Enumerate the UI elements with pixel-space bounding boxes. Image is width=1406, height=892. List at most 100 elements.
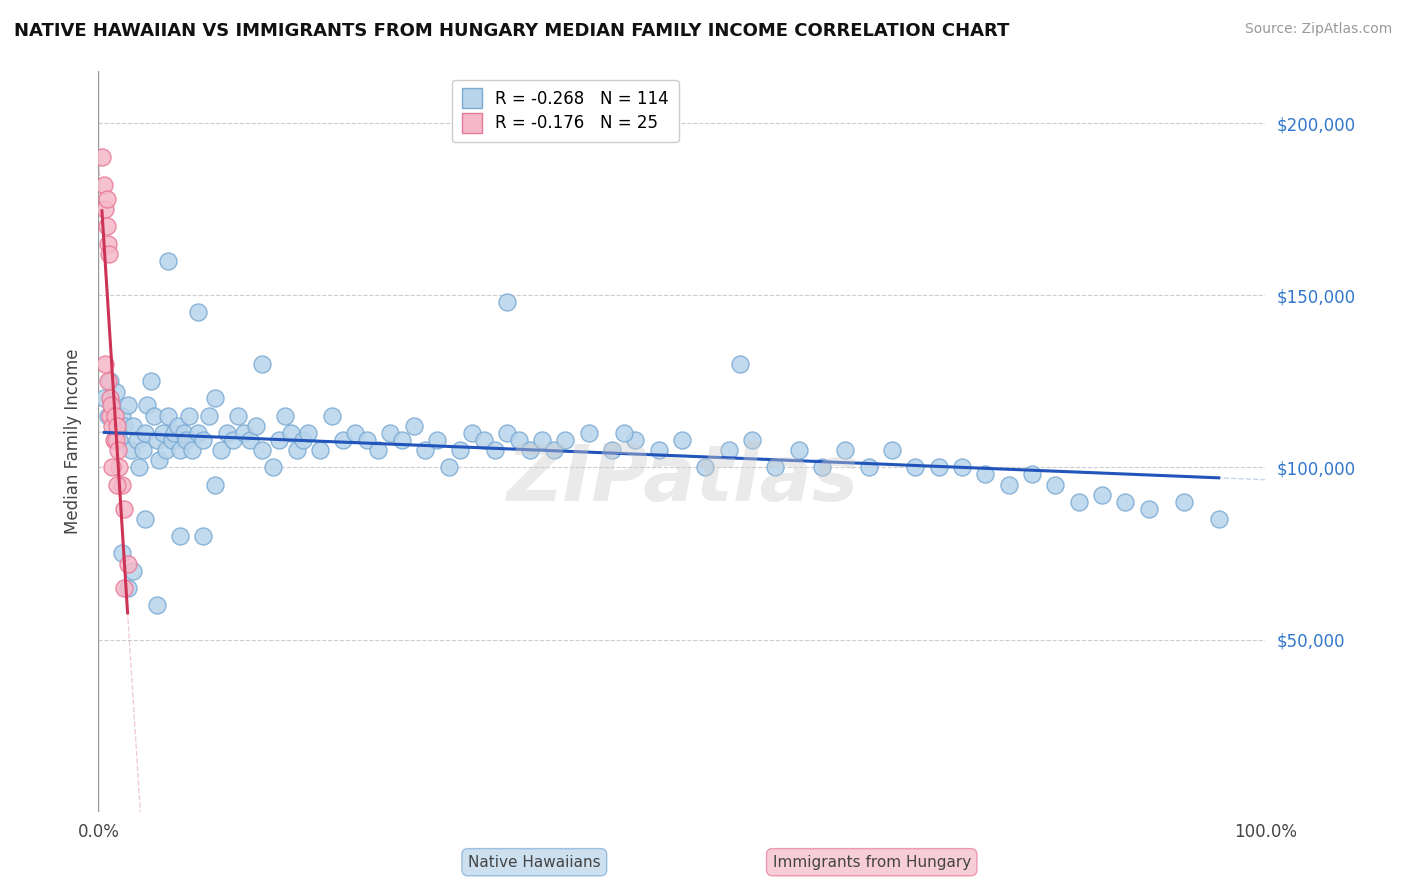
Point [717, 443, 740, 458]
Point [107, 443, 129, 458]
Point [880, 443, 903, 458]
Point [112, 419, 135, 434]
Text: NATIVE HAWAIIAN VS IMMIGRANTS FROM HUNGARY MEDIAN FAMILY INCOME CORRELATION CHAR: NATIVE HAWAIIAN VS IMMIGRANTS FROM HUNGA… [14, 22, 1010, 40]
Point [103, 433, 125, 447]
Point [1045, 477, 1067, 491]
Point [187, 305, 209, 319]
Point [155, 443, 177, 458]
Point [904, 460, 927, 475]
Point [139, 374, 162, 388]
Point [120, 443, 142, 458]
Point [496, 295, 519, 310]
Point [321, 409, 343, 423]
Point [105, 477, 128, 491]
Point [1208, 512, 1230, 526]
Point [179, 409, 201, 423]
Point [332, 433, 354, 447]
Point [309, 443, 332, 458]
Point [950, 460, 973, 475]
Point [111, 477, 134, 491]
Text: Native Hawaiians: Native Hawaiians [468, 855, 600, 870]
Point [239, 433, 262, 447]
Point [695, 460, 717, 475]
Point [530, 433, 553, 447]
Point [262, 460, 284, 475]
Text: Source: ZipAtlas.com: Source: ZipAtlas.com [1244, 22, 1392, 37]
Point [112, 581, 135, 595]
Point [763, 460, 786, 475]
Point [97, 409, 120, 423]
Point [97, 236, 120, 251]
Point [101, 460, 124, 475]
Point [1114, 495, 1136, 509]
Point [250, 357, 273, 371]
Point [93, 178, 115, 192]
Point [108, 433, 131, 447]
Point [169, 529, 191, 543]
Text: Immigrants from Hungary: Immigrants from Hungary [772, 855, 972, 870]
Point [280, 425, 302, 440]
Point [111, 546, 134, 560]
Point [117, 557, 139, 571]
Point [117, 581, 139, 595]
Point [96, 219, 118, 234]
Point [578, 425, 600, 440]
Point [128, 460, 150, 475]
Point [250, 443, 273, 458]
Point [285, 443, 308, 458]
Point [146, 433, 169, 447]
Point [413, 443, 436, 458]
Point [180, 443, 202, 458]
Point [94, 202, 117, 216]
Point [426, 433, 449, 447]
Point [297, 425, 319, 440]
Point [132, 443, 155, 458]
Point [122, 564, 145, 578]
Point [198, 409, 221, 423]
Point [174, 433, 197, 447]
Point [274, 409, 297, 423]
Text: ZIPatlas: ZIPatlas [506, 441, 858, 516]
Point [367, 443, 389, 458]
Point [543, 443, 565, 458]
Point [173, 425, 195, 440]
Point [997, 477, 1019, 491]
Point [117, 398, 139, 412]
Point [169, 443, 191, 458]
Point [484, 443, 506, 458]
Point [125, 433, 148, 447]
Point [519, 443, 541, 458]
Point [391, 433, 413, 447]
Point [104, 384, 127, 399]
Point [105, 419, 128, 434]
Point [600, 443, 623, 458]
Point [449, 443, 471, 458]
Point [508, 433, 530, 447]
Point [209, 443, 232, 458]
Point [221, 433, 243, 447]
Point [101, 419, 124, 434]
Point [1021, 467, 1043, 482]
Point [100, 398, 122, 412]
Point [834, 443, 856, 458]
Point [97, 374, 120, 388]
Point [97, 247, 120, 261]
Point [134, 425, 156, 440]
Point [671, 433, 693, 447]
Point [104, 409, 127, 423]
Point [233, 425, 256, 440]
Point [1173, 495, 1195, 509]
Point [204, 477, 226, 491]
Point [554, 433, 576, 447]
Point [187, 425, 209, 440]
Point [647, 443, 669, 458]
Point [624, 433, 647, 447]
Point [228, 409, 250, 423]
Point [163, 425, 186, 440]
Point [160, 433, 183, 447]
Point [157, 253, 180, 268]
Point [344, 425, 367, 440]
Point [134, 512, 156, 526]
Point [101, 398, 124, 412]
Point [96, 192, 118, 206]
